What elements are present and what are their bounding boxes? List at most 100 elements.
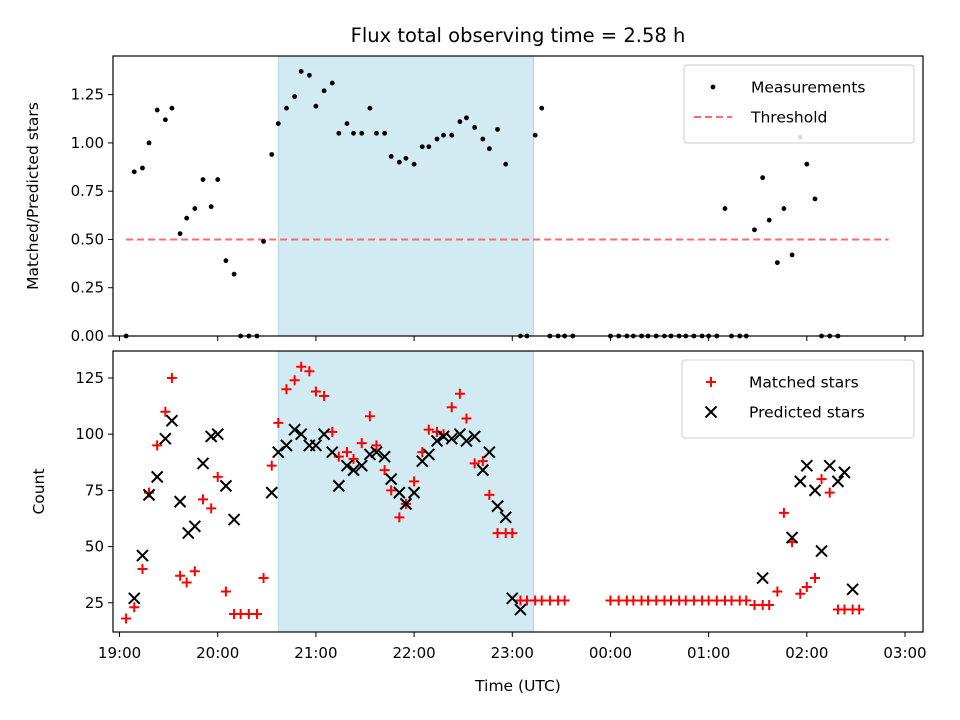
predicted-star-point <box>150 470 164 484</box>
predicted-star-point <box>370 445 383 459</box>
measurement-point <box>411 161 417 167</box>
measurement-point <box>781 206 787 211</box>
measurement-point <box>441 132 446 138</box>
x-tick-label: 03:00 <box>883 644 926 662</box>
predicted-star-point <box>808 484 822 497</box>
measurement-point <box>275 121 281 126</box>
measurement-point <box>154 107 160 113</box>
matched-star-point <box>129 602 140 613</box>
measurement-point <box>503 161 509 167</box>
matched-star-point <box>772 586 783 597</box>
y-tick-label: 0.75 <box>71 182 104 200</box>
measurement-point <box>184 215 190 221</box>
measurement-point <box>131 169 137 175</box>
measurement-point <box>789 252 795 258</box>
matched-star-point <box>379 465 390 476</box>
predicted-star-point <box>265 486 278 499</box>
matched-star-point <box>854 604 865 615</box>
predicted-star-point <box>846 583 859 596</box>
predicted-star-point <box>332 479 346 493</box>
y-tick-label: 25 <box>85 594 104 612</box>
predicted-star-point <box>142 488 156 502</box>
matched-star-point <box>206 503 217 514</box>
predicted-star-point <box>384 472 398 486</box>
matched-star-point <box>198 494 208 505</box>
measurement-point <box>313 103 319 109</box>
measurement-point <box>722 206 728 211</box>
matched-star-point <box>741 595 752 606</box>
matched-star-point <box>469 458 480 469</box>
measurement-point <box>374 130 379 136</box>
y-tick-label: 1.25 <box>71 86 104 104</box>
shaded-observing-window <box>278 56 534 336</box>
matched-star-point <box>371 440 382 451</box>
matched-star-point <box>166 372 177 383</box>
predicted-star-point <box>219 479 233 493</box>
measurement-point <box>382 130 388 136</box>
predicted-star-point <box>272 445 285 459</box>
measurement-point <box>760 175 766 181</box>
measurement-point <box>344 121 350 126</box>
predicted-star-point <box>326 445 339 459</box>
matched-star-point <box>258 573 269 584</box>
measurement-point <box>269 152 275 157</box>
matched-star-point <box>281 384 292 395</box>
predicted-star-point <box>499 511 512 524</box>
y-tick-label: 100 <box>75 425 104 443</box>
predicted-star-point <box>422 448 436 461</box>
measurement-point <box>336 130 342 136</box>
measurement-point <box>140 165 145 171</box>
x-tick-label: 23:00 <box>491 644 534 662</box>
y-axis-label: Matched/Predicted stars <box>24 102 42 290</box>
legend-label: Measurements <box>751 79 866 97</box>
matched-star-point <box>266 460 277 471</box>
measurement-point <box>208 204 214 210</box>
x-tick-label: 00:00 <box>589 644 632 662</box>
measurement-point <box>329 80 335 86</box>
y-tick-label: 50 <box>85 538 104 556</box>
predicted-star-point <box>393 486 406 499</box>
measurement-point <box>162 117 168 123</box>
legend-label: Threshold <box>750 109 827 127</box>
predicted-star-point <box>794 475 807 488</box>
predicted-star-point <box>363 448 377 461</box>
legend-box <box>681 359 915 439</box>
measurement-point <box>419 144 425 150</box>
predicted-star-point <box>445 432 458 445</box>
legend-label: Predicted stars <box>749 404 865 422</box>
measurement-point <box>321 88 327 94</box>
axes-frame <box>112 350 924 633</box>
matched-star-point <box>816 474 827 485</box>
measurement-point <box>177 231 183 237</box>
matched-star-point <box>423 424 434 435</box>
matched-star-point <box>273 417 284 428</box>
legend-dot-marker <box>710 84 716 90</box>
shaded-observing-window <box>278 351 534 632</box>
matched-star-point <box>461 413 472 424</box>
predicted-star-point <box>165 414 179 427</box>
predicted-star-point <box>340 459 354 472</box>
measurement-point <box>752 227 757 233</box>
measurement-point <box>486 146 492 152</box>
series-x <box>128 414 859 616</box>
predicted-star-point <box>173 495 187 508</box>
predicted-star-point <box>823 459 836 472</box>
predicted-star-point <box>196 457 210 470</box>
predicted-star-point <box>399 497 413 511</box>
matched-star-point <box>386 485 397 496</box>
legend-box <box>683 64 915 144</box>
predicted-star-point <box>128 592 141 605</box>
predicted-star-point <box>491 499 504 513</box>
matched-star-point <box>559 595 570 606</box>
measurement-point <box>359 130 365 136</box>
measurement-point <box>532 132 538 138</box>
x-tick-label: 20:00 <box>196 644 239 662</box>
matched-star-point <box>289 375 300 386</box>
measurement-point <box>306 72 312 78</box>
predicted-star-point <box>756 571 769 585</box>
predicted-star-point <box>211 427 224 441</box>
x-tick-label: 01:00 <box>687 644 730 662</box>
measurement-point <box>223 258 229 264</box>
matched-star-point <box>364 411 375 422</box>
